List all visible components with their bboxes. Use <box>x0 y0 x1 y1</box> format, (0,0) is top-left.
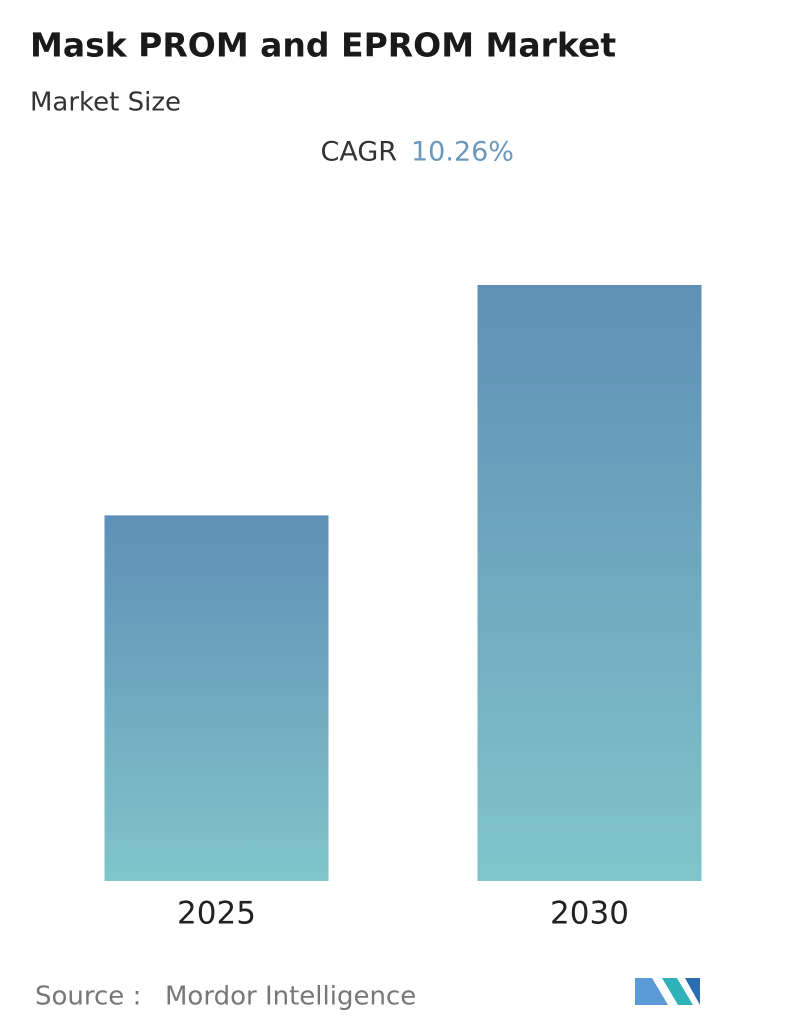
x-tick-label: 2025 <box>177 896 256 932</box>
source: Mordor Intelligence <box>165 982 416 1012</box>
bar <box>104 515 329 881</box>
source-label: Source : <box>35 982 141 1012</box>
cagr-label: CAGR <box>320 137 397 168</box>
logo <box>635 978 700 1005</box>
x-tick-label: 2030 <box>550 896 629 932</box>
cagr-value: 10.26% <box>411 137 514 168</box>
chart-subtitle: Market Size <box>30 88 181 118</box>
bar <box>477 285 702 881</box>
chart-title: Mask PROM and EPROM Market <box>30 26 616 65</box>
